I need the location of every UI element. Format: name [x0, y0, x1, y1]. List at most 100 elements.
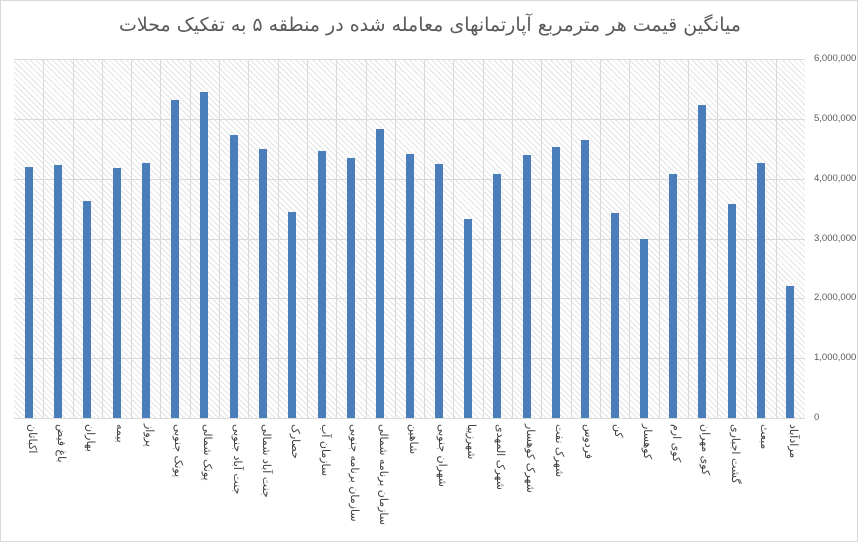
x-tick-label: شاهین: [406, 424, 422, 534]
v-gridline: [687, 59, 689, 418]
bar[interactable]: [581, 139, 590, 418]
v-gridline: [482, 59, 484, 418]
x-tick-label-text: سازمان آب: [318, 424, 332, 477]
v-gridline: [394, 59, 396, 418]
x-tick-label: جنت آباد شمالی: [259, 424, 275, 534]
h-gridline: [14, 59, 805, 60]
v-gridline: [306, 59, 308, 418]
x-tick-label-text: کوهسار: [640, 424, 654, 460]
x-tick-label-text: جنت آباد شمالی: [260, 424, 274, 498]
bar[interactable]: [493, 174, 502, 418]
x-tick-label: شهرک نفت: [552, 424, 568, 534]
x-tick-label-text: شهرک کوهسار: [523, 424, 537, 493]
bar[interactable]: [610, 213, 619, 418]
x-tick-label: شهرزیبا: [464, 424, 480, 534]
x-tick-label: گشت اجباری: [728, 424, 744, 534]
bar[interactable]: [698, 105, 707, 418]
v-gridline: [131, 59, 133, 418]
x-tick-label-text: باغ فیض: [54, 424, 68, 463]
x-tick-label-text: شاهین: [406, 424, 420, 455]
x-tick-label: شهران جنوبی: [435, 424, 451, 534]
x-tick-label: پونک جنوبی: [171, 424, 187, 534]
bar[interactable]: [288, 211, 297, 418]
bar[interactable]: [229, 135, 238, 418]
x-tick-label-text: گشت اجباری: [728, 424, 742, 484]
x-tick-label-text: شهران جنوبی: [435, 424, 449, 488]
bar[interactable]: [639, 238, 648, 418]
v-gridline: [248, 59, 250, 418]
bar[interactable]: [141, 162, 150, 418]
bar[interactable]: [200, 91, 209, 418]
x-tick-label: حصارک: [288, 424, 304, 534]
x-tick-label: بهاران: [83, 424, 99, 534]
y-tick-label: 4,000,000: [814, 172, 857, 184]
x-tick-label-text: پونک جنوبی: [172, 424, 186, 478]
x-tick-label: فردوس: [581, 424, 597, 534]
x-tick-label-text: پونک شمالی: [201, 424, 215, 481]
x-tick-label-text: جنت آباد جنوبی: [230, 424, 244, 495]
x-tick-label: کوهسار: [640, 424, 656, 534]
y-tick-label: 3,000,000: [814, 232, 857, 244]
y-tick-label: 2,000,000: [814, 292, 857, 304]
bar[interactable]: [757, 162, 766, 418]
bar[interactable]: [83, 201, 92, 418]
bar[interactable]: [727, 204, 736, 418]
x-tick-label: سازمان آب: [318, 424, 334, 534]
bar[interactable]: [53, 164, 62, 418]
v-gridline: [336, 59, 338, 418]
x-tick-label-text: شهرک نفت: [552, 424, 566, 478]
bar[interactable]: [522, 154, 531, 418]
x-tick-label-text: شهرک المهدی: [494, 424, 508, 490]
h-gridline: [14, 118, 805, 120]
bar[interactable]: [464, 219, 473, 418]
x-tick-label-text: پرواز: [142, 424, 156, 447]
bar[interactable]: [317, 150, 326, 418]
v-gridline: [746, 59, 748, 418]
x-tick-label-text: کوی ارم: [670, 424, 684, 463]
x-tick-label: اکباتان: [25, 424, 41, 534]
bar[interactable]: [669, 173, 678, 418]
y-tick-label: 6,000,000: [814, 53, 857, 64]
x-tick-label-text: مرادآباد: [787, 424, 801, 459]
v-gridline: [658, 59, 660, 418]
bar[interactable]: [376, 129, 385, 418]
x-tick-label-text: کن: [611, 424, 625, 438]
x-tick-label: کن: [611, 424, 627, 534]
bar[interactable]: [434, 163, 443, 418]
x-tick-label-text: حصارک: [289, 424, 303, 459]
bar[interactable]: [112, 167, 121, 418]
x-tick-label: جنت آباد جنوبی: [230, 424, 246, 534]
x-tick-label: پونک شمالی: [200, 424, 216, 534]
v-gridline: [219, 59, 221, 418]
v-gridline: [277, 59, 279, 418]
x-tick-label: بیمه: [113, 424, 129, 534]
bar[interactable]: [259, 148, 268, 418]
plot-area: [14, 59, 805, 419]
x-tick-label: شهرک المهدی: [493, 424, 509, 534]
x-tick-label-text: سازمان برنامه شمالی: [377, 424, 391, 525]
y-tick-label: 0: [814, 412, 820, 423]
x-tick-label: کوی ارم: [669, 424, 685, 534]
x-tick-label-text: مبعث: [758, 424, 772, 450]
x-tick-label: سازمان برنامه شمالی: [376, 424, 392, 534]
v-gridline: [629, 59, 631, 418]
v-gridline: [599, 59, 601, 418]
bar[interactable]: [551, 146, 560, 418]
v-gridline: [453, 59, 455, 418]
x-tick-label: سازمان برنامه جنوبی: [347, 424, 363, 534]
x-tick-label: شهرک کوهسار: [523, 424, 539, 534]
bar[interactable]: [346, 157, 355, 418]
x-tick-label-text: سازمان برنامه جنوبی: [347, 424, 361, 522]
v-gridline: [43, 59, 45, 418]
bar[interactable]: [171, 99, 180, 418]
bar[interactable]: [786, 286, 795, 418]
v-gridline: [189, 59, 191, 418]
bar[interactable]: [24, 166, 33, 418]
x-tick-label-text: فردوس: [582, 424, 596, 459]
v-gridline: [365, 59, 367, 418]
v-gridline: [72, 59, 74, 418]
bar[interactable]: [405, 153, 414, 418]
x-tick-label-text: شهرزیبا: [465, 424, 479, 460]
x-tick-label-text: اکباتان: [25, 424, 39, 454]
x-tick-label-text: بیمه: [113, 424, 127, 443]
